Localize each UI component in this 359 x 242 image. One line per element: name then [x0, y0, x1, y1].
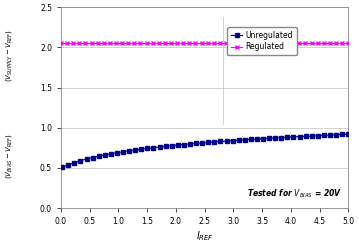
Text: $(V_{SUPPLY} - V_{REF})$: $(V_{SUPPLY} - V_{REF})$: [4, 29, 14, 82]
Text: Tested for $V_{BIAS}$ = 20V: Tested for $V_{BIAS}$ = 20V: [247, 188, 342, 200]
X-axis label: $I_{REF}$: $I_{REF}$: [196, 229, 214, 242]
Legend: Unregulated, Regulated: Unregulated, Regulated: [227, 27, 297, 55]
Text: $(V_{BIAS} - V_{REF})$: $(V_{BIAS} - V_{REF})$: [4, 133, 14, 179]
